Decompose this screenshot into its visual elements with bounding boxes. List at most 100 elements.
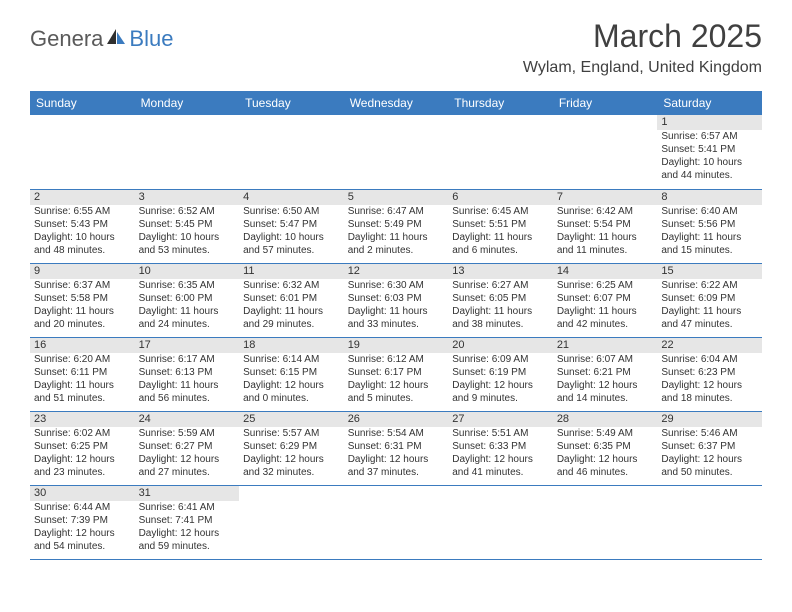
day-details: Sunrise: 6:52 AMSunset: 5:45 PMDaylight:… bbox=[135, 205, 240, 260]
day-details: Sunrise: 5:57 AMSunset: 6:29 PMDaylight:… bbox=[239, 427, 344, 482]
daylight-text: and 54 minutes. bbox=[34, 540, 131, 553]
daylight-text: Daylight: 11 hours bbox=[243, 305, 340, 318]
daylight-text: Daylight: 11 hours bbox=[452, 231, 549, 244]
calendar-cell: 4Sunrise: 6:50 AMSunset: 5:47 PMDaylight… bbox=[239, 189, 344, 263]
day-number: 12 bbox=[344, 264, 449, 279]
sunrise-text: Sunrise: 5:59 AM bbox=[139, 427, 236, 440]
calendar-cell bbox=[448, 485, 553, 559]
day-details: Sunrise: 5:59 AMSunset: 6:27 PMDaylight:… bbox=[135, 427, 240, 482]
calendar-cell: 28Sunrise: 5:49 AMSunset: 6:35 PMDayligh… bbox=[553, 411, 658, 485]
day-header-row: Sunday Monday Tuesday Wednesday Thursday… bbox=[30, 91, 762, 115]
calendar-cell: 15Sunrise: 6:22 AMSunset: 6:09 PMDayligh… bbox=[657, 263, 762, 337]
day-details: Sunrise: 6:55 AMSunset: 5:43 PMDaylight:… bbox=[30, 205, 135, 260]
sunset-text: Sunset: 6:23 PM bbox=[661, 366, 758, 379]
calendar-cell: 3Sunrise: 6:52 AMSunset: 5:45 PMDaylight… bbox=[135, 189, 240, 263]
calendar-cell bbox=[239, 115, 344, 189]
day-number: 3 bbox=[135, 190, 240, 205]
day-header: Tuesday bbox=[239, 91, 344, 115]
calendar-table: Sunday Monday Tuesday Wednesday Thursday… bbox=[30, 91, 762, 560]
calendar-cell bbox=[553, 115, 658, 189]
sunrise-text: Sunrise: 6:17 AM bbox=[139, 353, 236, 366]
daylight-text: Daylight: 12 hours bbox=[452, 453, 549, 466]
day-number: 27 bbox=[448, 412, 553, 427]
logo: Genera Blue bbox=[30, 26, 173, 52]
sunrise-text: Sunrise: 6:57 AM bbox=[661, 130, 758, 143]
daylight-text: Daylight: 12 hours bbox=[557, 379, 654, 392]
day-details: Sunrise: 6:09 AMSunset: 6:19 PMDaylight:… bbox=[448, 353, 553, 408]
calendar-cell: 2Sunrise: 6:55 AMSunset: 5:43 PMDaylight… bbox=[30, 189, 135, 263]
day-number: 26 bbox=[344, 412, 449, 427]
day-details: Sunrise: 6:35 AMSunset: 6:00 PMDaylight:… bbox=[135, 279, 240, 334]
calendar-row: 2Sunrise: 6:55 AMSunset: 5:43 PMDaylight… bbox=[30, 189, 762, 263]
sunrise-text: Sunrise: 6:07 AM bbox=[557, 353, 654, 366]
title-block: March 2025 Wylam, England, United Kingdo… bbox=[523, 18, 762, 77]
calendar-cell: 30Sunrise: 6:44 AMSunset: 7:39 PMDayligh… bbox=[30, 485, 135, 559]
day-details: Sunrise: 6:45 AMSunset: 5:51 PMDaylight:… bbox=[448, 205, 553, 260]
calendar-cell: 20Sunrise: 6:09 AMSunset: 6:19 PMDayligh… bbox=[448, 337, 553, 411]
day-details: Sunrise: 6:14 AMSunset: 6:15 PMDaylight:… bbox=[239, 353, 344, 408]
calendar-cell: 7Sunrise: 6:42 AMSunset: 5:54 PMDaylight… bbox=[553, 189, 658, 263]
daylight-text: and 57 minutes. bbox=[243, 244, 340, 257]
daylight-text: and 23 minutes. bbox=[34, 466, 131, 479]
daylight-text: and 29 minutes. bbox=[243, 318, 340, 331]
sunrise-text: Sunrise: 5:46 AM bbox=[661, 427, 758, 440]
sunrise-text: Sunrise: 6:09 AM bbox=[452, 353, 549, 366]
calendar-cell: 8Sunrise: 6:40 AMSunset: 5:56 PMDaylight… bbox=[657, 189, 762, 263]
sunset-text: Sunset: 6:35 PM bbox=[557, 440, 654, 453]
sunrise-text: Sunrise: 5:54 AM bbox=[348, 427, 445, 440]
daylight-text: Daylight: 11 hours bbox=[139, 305, 236, 318]
sunrise-text: Sunrise: 6:35 AM bbox=[139, 279, 236, 292]
sunrise-text: Sunrise: 6:55 AM bbox=[34, 205, 131, 218]
location-text: Wylam, England, United Kingdom bbox=[523, 59, 762, 77]
calendar-cell: 13Sunrise: 6:27 AMSunset: 6:05 PMDayligh… bbox=[448, 263, 553, 337]
calendar-cell: 1Sunrise: 6:57 AMSunset: 5:41 PMDaylight… bbox=[657, 115, 762, 189]
day-number: 31 bbox=[135, 486, 240, 501]
day-details: Sunrise: 6:44 AMSunset: 7:39 PMDaylight:… bbox=[30, 501, 135, 556]
daylight-text: Daylight: 11 hours bbox=[34, 305, 131, 318]
daylight-text: Daylight: 10 hours bbox=[139, 231, 236, 244]
sunrise-text: Sunrise: 5:51 AM bbox=[452, 427, 549, 440]
daylight-text: Daylight: 10 hours bbox=[661, 156, 758, 169]
daylight-text: and 50 minutes. bbox=[661, 466, 758, 479]
logo-text-blue: Blue bbox=[129, 26, 173, 52]
calendar-cell: 14Sunrise: 6:25 AMSunset: 6:07 PMDayligh… bbox=[553, 263, 658, 337]
calendar-cell: 16Sunrise: 6:20 AMSunset: 6:11 PMDayligh… bbox=[30, 337, 135, 411]
daylight-text: Daylight: 12 hours bbox=[557, 453, 654, 466]
day-details: Sunrise: 6:57 AMSunset: 5:41 PMDaylight:… bbox=[657, 130, 762, 185]
daylight-text: and 38 minutes. bbox=[452, 318, 549, 331]
daylight-text: and 51 minutes. bbox=[34, 392, 131, 405]
day-number: 22 bbox=[657, 338, 762, 353]
day-number: 15 bbox=[657, 264, 762, 279]
sunset-text: Sunset: 6:07 PM bbox=[557, 292, 654, 305]
daylight-text: Daylight: 11 hours bbox=[348, 231, 445, 244]
sail-icon bbox=[105, 27, 127, 52]
daylight-text: and 24 minutes. bbox=[139, 318, 236, 331]
day-number: 10 bbox=[135, 264, 240, 279]
sunrise-text: Sunrise: 6:40 AM bbox=[661, 205, 758, 218]
logo-text-general: Genera bbox=[30, 26, 103, 52]
day-details: Sunrise: 5:54 AMSunset: 6:31 PMDaylight:… bbox=[344, 427, 449, 482]
day-details: Sunrise: 6:12 AMSunset: 6:17 PMDaylight:… bbox=[344, 353, 449, 408]
sunset-text: Sunset: 6:33 PM bbox=[452, 440, 549, 453]
sunset-text: Sunset: 6:09 PM bbox=[661, 292, 758, 305]
sunset-text: Sunset: 6:19 PM bbox=[452, 366, 549, 379]
day-header: Monday bbox=[135, 91, 240, 115]
daylight-text: and 18 minutes. bbox=[661, 392, 758, 405]
daylight-text: Daylight: 11 hours bbox=[661, 231, 758, 244]
sunset-text: Sunset: 5:51 PM bbox=[452, 218, 549, 231]
calendar-cell bbox=[135, 115, 240, 189]
day-header: Saturday bbox=[657, 91, 762, 115]
calendar-cell bbox=[448, 115, 553, 189]
daylight-text: and 14 minutes. bbox=[557, 392, 654, 405]
day-details: Sunrise: 5:46 AMSunset: 6:37 PMDaylight:… bbox=[657, 427, 762, 482]
daylight-text: Daylight: 12 hours bbox=[452, 379, 549, 392]
calendar-cell: 25Sunrise: 5:57 AMSunset: 6:29 PMDayligh… bbox=[239, 411, 344, 485]
day-details: Sunrise: 5:49 AMSunset: 6:35 PMDaylight:… bbox=[553, 427, 658, 482]
sunset-text: Sunset: 6:01 PM bbox=[243, 292, 340, 305]
sunset-text: Sunset: 5:41 PM bbox=[661, 143, 758, 156]
sunset-text: Sunset: 5:54 PM bbox=[557, 218, 654, 231]
daylight-text: Daylight: 11 hours bbox=[452, 305, 549, 318]
sunset-text: Sunset: 6:15 PM bbox=[243, 366, 340, 379]
day-number: 11 bbox=[239, 264, 344, 279]
sunrise-text: Sunrise: 6:42 AM bbox=[557, 205, 654, 218]
